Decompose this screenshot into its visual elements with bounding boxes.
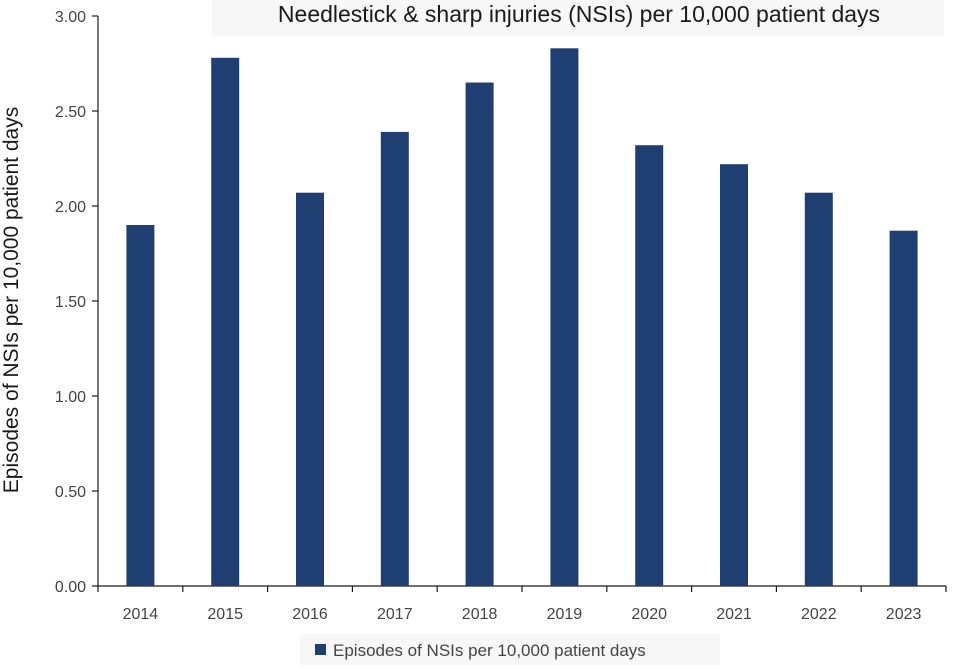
bar-2016 bbox=[296, 192, 324, 586]
bar-2023 bbox=[889, 230, 918, 586]
y-tick-label: 3.00 bbox=[55, 9, 86, 26]
x-tick-label: 2020 bbox=[631, 606, 667, 623]
y-tick-label: 2.00 bbox=[55, 199, 86, 216]
x-tick-label: 2016 bbox=[292, 606, 328, 623]
bar-2022 bbox=[804, 192, 833, 586]
bar-2020 bbox=[635, 145, 664, 586]
x-tick-label: 2019 bbox=[547, 606, 583, 623]
y-tick-label: 0.00 bbox=[55, 579, 86, 596]
x-tick-label: 2023 bbox=[886, 606, 922, 623]
legend-label: Episodes of NSIs per 10,000 patient days bbox=[333, 641, 646, 660]
bar-2021 bbox=[720, 164, 748, 586]
title-box bbox=[212, 0, 944, 36]
legend-box bbox=[300, 634, 720, 665]
bar-2015 bbox=[211, 57, 240, 587]
x-tick-label: 2021 bbox=[716, 606, 752, 623]
x-tick-label: 2015 bbox=[207, 606, 243, 623]
x-tick-label: 2014 bbox=[123, 606, 159, 623]
chart-title: Needlestick & sharp injuries (NSIs) per … bbox=[278, 1, 880, 27]
bar-2019 bbox=[550, 48, 579, 587]
x-tick-label: 2018 bbox=[462, 606, 498, 623]
x-tick-label: 2022 bbox=[801, 606, 837, 623]
y-tick-label: 1.00 bbox=[55, 389, 86, 406]
y-axis-label: Episodes of NSIs per 10,000 patient days bbox=[0, 107, 23, 493]
plot-area: 0.00 0.50 1.00 1.50 2.00 2.50 3.00 2014 2015 2016… bbox=[55, 9, 947, 623]
bar-2018 bbox=[465, 82, 494, 586]
bar-2017 bbox=[380, 131, 409, 586]
bar-2014 bbox=[126, 225, 155, 586]
x-tick-label: 2017 bbox=[377, 606, 413, 623]
y-tick-label: 0.50 bbox=[55, 484, 86, 501]
y-tick-label: 2.50 bbox=[55, 104, 86, 121]
legend-swatch bbox=[315, 644, 326, 655]
y-tick-label: 1.50 bbox=[55, 294, 86, 311]
